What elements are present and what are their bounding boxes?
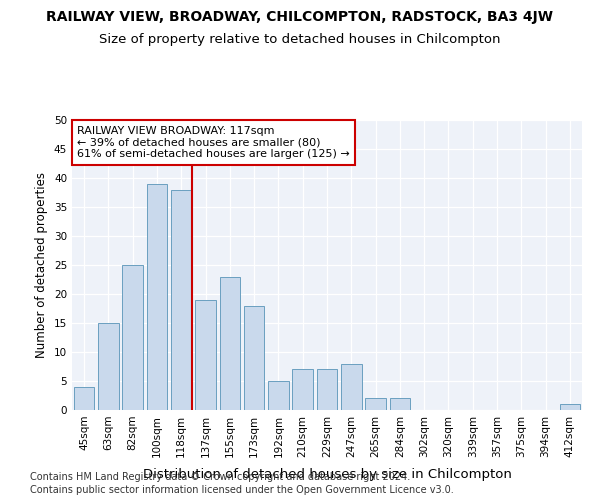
Bar [244, 306, 265, 410]
Bar [560, 404, 580, 410]
Bar [341, 364, 362, 410]
Text: Contains HM Land Registry data © Crown copyright and database right 2024.: Contains HM Land Registry data © Crown c… [30, 472, 410, 482]
Bar [365, 398, 386, 410]
Bar [171, 190, 191, 410]
Bar [122, 265, 143, 410]
Bar [317, 370, 337, 410]
Bar [292, 370, 313, 410]
Bar [146, 184, 167, 410]
X-axis label: Distribution of detached houses by size in Chilcompton: Distribution of detached houses by size … [143, 468, 511, 481]
Bar [268, 381, 289, 410]
Bar [389, 398, 410, 410]
Text: Size of property relative to detached houses in Chilcompton: Size of property relative to detached ho… [99, 32, 501, 46]
Text: RAILWAY VIEW BROADWAY: 117sqm
← 39% of detached houses are smaller (80)
61% of s: RAILWAY VIEW BROADWAY: 117sqm ← 39% of d… [77, 126, 350, 159]
Bar [195, 300, 216, 410]
Text: Contains public sector information licensed under the Open Government Licence v3: Contains public sector information licen… [30, 485, 454, 495]
Bar [74, 387, 94, 410]
Bar [98, 323, 119, 410]
Y-axis label: Number of detached properties: Number of detached properties [35, 172, 49, 358]
Bar [220, 276, 240, 410]
Text: RAILWAY VIEW, BROADWAY, CHILCOMPTON, RADSTOCK, BA3 4JW: RAILWAY VIEW, BROADWAY, CHILCOMPTON, RAD… [47, 10, 554, 24]
